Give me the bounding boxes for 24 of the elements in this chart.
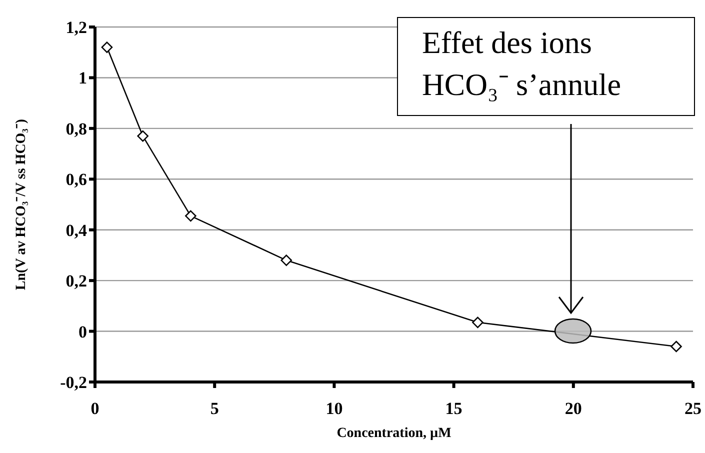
x-axis-title: Concentration, µM — [336, 426, 452, 441]
y-tick-label: -0,2 — [60, 373, 87, 392]
point — [101, 42, 113, 53]
x-tick-label: 0 — [90, 399, 100, 418]
x-tick-label: 10 — [326, 399, 343, 418]
y-tick-label: 1,2 — [66, 18, 87, 38]
y-axis-title: Ln(V av HCO₃⁻/V ss HCO₃⁻) — [14, 118, 29, 290]
point — [472, 316, 484, 328]
point — [185, 210, 196, 222]
annotation: Effet des ions HCO₃⁻ s’annule — [422, 25, 622, 102]
y-tick-label: 0,8 — [66, 119, 87, 138]
point — [670, 340, 682, 352]
y-tick-label: 0,2 — [66, 272, 87, 291]
point — [280, 254, 292, 266]
x-tick-label: 20 — [564, 399, 582, 418]
y-tick-label: 0,4 — [66, 220, 88, 240]
x-tick-label: 5 — [210, 399, 219, 418]
point — [137, 130, 148, 142]
callout-box: Effet des ions HCO₃⁻ s’annule — [397, 17, 695, 116]
y-tick-label: 0,6 — [66, 170, 87, 190]
x-tick-label: 25 — [684, 399, 702, 418]
x-tick-label: 15 — [445, 399, 462, 418]
y-tick-label: 0 — [78, 322, 87, 342]
y-tick-label: 1 — [78, 68, 87, 88]
